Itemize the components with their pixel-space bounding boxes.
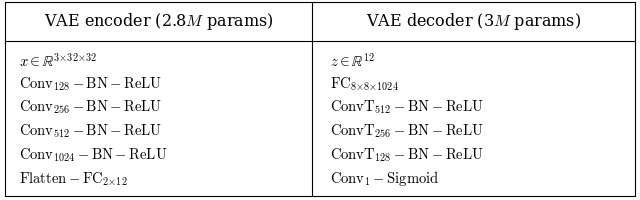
Text: VAE decoder (3$M$ params): VAE decoder (3$M$ params) [366,11,581,31]
Text: $\mathrm{Conv}_{128} - \mathrm{BN} - \mathrm{ReLU}$: $\mathrm{Conv}_{128} - \mathrm{BN} - \ma… [19,75,163,92]
Text: $\mathrm{Flatten} - \mathrm{FC}_{2{\times}12}$: $\mathrm{Flatten} - \mathrm{FC}_{2{\time… [19,169,128,187]
Text: $\mathrm{ConvT}_{128} - \mathrm{BN} - \mathrm{ReLU}$: $\mathrm{ConvT}_{128} - \mathrm{BN} - \m… [330,146,484,163]
Text: $z \in \mathbb{R}^{12}$: $z \in \mathbb{R}^{12}$ [330,51,374,69]
Text: $\mathrm{Conv}_{1024} - \mathrm{BN} - \mathrm{ReLU}$: $\mathrm{Conv}_{1024} - \mathrm{BN} - \m… [19,146,168,163]
Text: $\mathrm{Conv}_{512} - \mathrm{BN} - \mathrm{ReLU}$: $\mathrm{Conv}_{512} - \mathrm{BN} - \ma… [19,122,163,139]
Text: $\mathrm{ConvT}_{256} - \mathrm{BN} - \mathrm{ReLU}$: $\mathrm{ConvT}_{256} - \mathrm{BN} - \m… [330,122,484,139]
Text: $\mathrm{FC}_{8{\times}8{\times}1024}$: $\mathrm{FC}_{8{\times}8{\times}1024}$ [330,75,399,92]
Text: $x \in \mathbb{R}^{3{\times}32{\times}32}$: $x \in \mathbb{R}^{3{\times}32{\times}32… [19,51,97,69]
Text: $\mathrm{Conv}_{1} - \mathrm{Sigmoid}$: $\mathrm{Conv}_{1} - \mathrm{Sigmoid}$ [330,169,439,187]
Text: $\mathrm{ConvT}_{512} - \mathrm{BN} - \mathrm{ReLU}$: $\mathrm{ConvT}_{512} - \mathrm{BN} - \m… [330,99,484,116]
Text: $\mathrm{Conv}_{256} - \mathrm{BN} - \mathrm{ReLU}$: $\mathrm{Conv}_{256} - \mathrm{BN} - \ma… [19,99,163,116]
Text: VAE encoder (2.8$M$ params): VAE encoder (2.8$M$ params) [44,11,274,31]
